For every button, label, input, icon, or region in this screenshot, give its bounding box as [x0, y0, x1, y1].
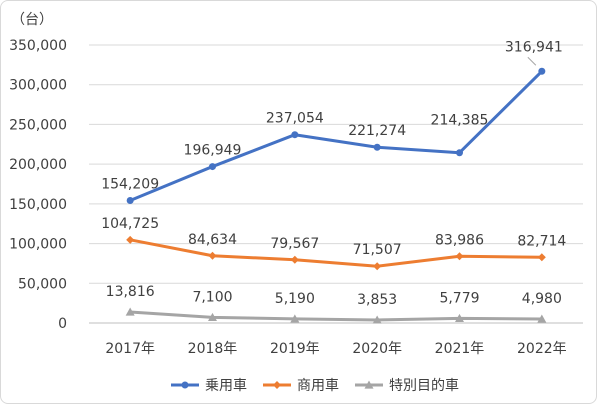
- data-label: 83,986: [435, 232, 484, 248]
- data-point: [126, 235, 135, 244]
- y-axis-unit-label: （台）: [11, 12, 53, 28]
- data-point: [455, 252, 464, 261]
- data-label: 104,725: [101, 216, 159, 232]
- data-point: [537, 314, 547, 323]
- data-label: 237,054: [266, 111, 324, 127]
- data-point: [273, 381, 281, 389]
- data-point: [455, 313, 464, 323]
- series-lines: [125, 67, 547, 324]
- data-point: [364, 380, 374, 389]
- data-labels: 154,209 196,949 237,054 221,274 214,385 316,9…: [101, 39, 566, 308]
- x-tick-label: 2018年: [188, 341, 238, 357]
- series-line: [129, 70, 543, 202]
- legend-label: 特別目的車: [389, 377, 459, 394]
- data-point: [537, 253, 546, 262]
- data-label: 71,507: [353, 242, 402, 258]
- data-label: 214,385: [431, 113, 489, 129]
- y-tick-label: 200,000: [9, 157, 67, 173]
- data-point: [208, 251, 217, 260]
- data-label: 13,816: [106, 284, 155, 300]
- data-label: 3,853: [357, 292, 397, 308]
- data-label: 5,779: [439, 290, 479, 306]
- y-tick-label: 150,000: [9, 197, 67, 213]
- data-point: [538, 67, 546, 75]
- data-point: [181, 381, 189, 389]
- y-tick-label: 350,000: [9, 38, 67, 54]
- data-label: 7,100: [192, 289, 232, 305]
- y-tick-label: 50,000: [18, 276, 67, 292]
- x-axis-ticks: 2017年 2018年 2019年 2020年 2021年 2022年: [105, 341, 566, 357]
- data-label: 84,634: [188, 232, 237, 248]
- legend-item-2: 商用車: [263, 377, 339, 394]
- y-tick-label: 0: [58, 316, 67, 332]
- series-2: [126, 235, 546, 271]
- data-label: 5,190: [275, 291, 315, 307]
- legend-label: 商用車: [297, 377, 339, 394]
- legend-label: 乗用車: [205, 377, 247, 394]
- data-point: [126, 197, 134, 205]
- data-point: [291, 131, 299, 139]
- data-point: [372, 315, 382, 324]
- series-line: [130, 310, 542, 322]
- data-label: 79,567: [270, 236, 319, 252]
- x-tick-label: 2021年: [435, 341, 485, 357]
- y-tick-label: 250,000: [9, 117, 67, 133]
- x-tick-label: 2020年: [352, 341, 402, 357]
- legend: 乗用車 商用車 特別目的車: [171, 377, 459, 394]
- series-3: [125, 307, 547, 324]
- x-tick-label: 2022年: [517, 341, 567, 357]
- gridlines: [89, 44, 583, 324]
- data-point: [373, 143, 381, 151]
- data-label: 154,209: [101, 177, 159, 193]
- data-point: [125, 307, 135, 316]
- x-tick-label: 2019年: [270, 341, 320, 357]
- y-tick-label: 100,000: [9, 237, 67, 253]
- data-label: 4,980: [522, 291, 562, 307]
- data-label: 221,274: [348, 123, 406, 139]
- data-point: [456, 149, 463, 157]
- x-tick-label: 2017年: [105, 341, 155, 357]
- legend-item-3: 特別目的車: [355, 377, 459, 394]
- data-label: 82,714: [517, 233, 566, 249]
- data-point: [208, 312, 217, 321]
- y-tick-label: 300,000: [9, 78, 67, 94]
- data-label: 316,941: [505, 39, 563, 55]
- data-label: 196,949: [184, 143, 242, 159]
- series-1: [126, 67, 546, 205]
- label-leader-line: [527, 56, 537, 66]
- y-axis-ticks: 0 50,000 100,000 150,000 200,000 250,000 300,0…: [9, 38, 67, 332]
- data-point: [209, 163, 216, 171]
- data-point: [290, 255, 299, 264]
- legend-item-1: 乗用車: [171, 377, 247, 394]
- data-point: [290, 314, 300, 323]
- data-point: [373, 262, 382, 271]
- series-line: [129, 238, 542, 268]
